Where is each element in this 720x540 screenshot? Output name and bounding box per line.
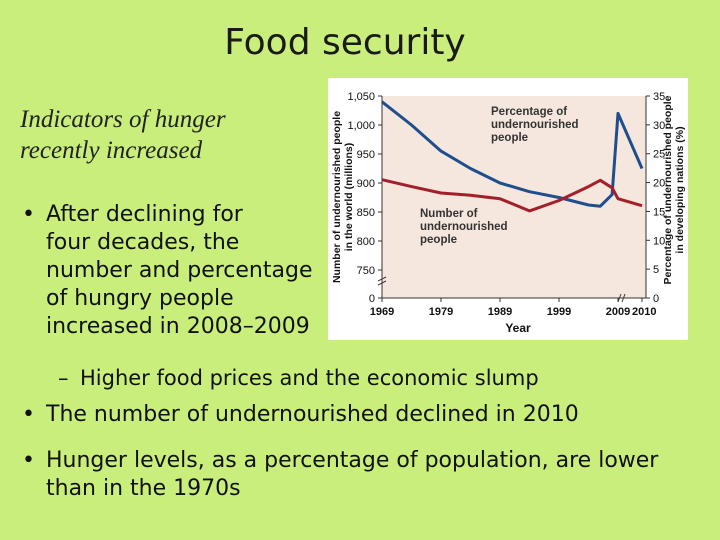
x-tick-label: 2010 — [632, 306, 656, 318]
bullet-line: four decades, the — [46, 230, 240, 255]
y-right-tick-label: 30 — [653, 120, 665, 132]
subtitle-line-2: recently increased — [20, 137, 203, 164]
bullet-marker: • — [22, 448, 35, 473]
y-left-tick-label: 750 — [357, 265, 375, 277]
y-right-tick-label: 20 — [653, 178, 665, 190]
bullet-line: After declining for — [46, 202, 243, 227]
bullet-line: Hunger levels, as a percentage of popula… — [46, 448, 659, 473]
bullet-marker: • — [22, 402, 35, 427]
y-right-tick-label: 0 — [653, 293, 659, 305]
y-right-tick-label: 25 — [653, 149, 665, 161]
number-series-line — [381, 100, 644, 208]
sub-bullet-marker: – — [58, 366, 69, 390]
bullet-line: The number of undernourished declined in… — [46, 402, 579, 427]
x-tick-label: 1979 — [429, 306, 453, 318]
x-tick-label: 1989 — [488, 306, 512, 318]
slide-subtitle: Indicators of hunger recently increased — [20, 104, 226, 166]
bullet-line: increased in 2008–2009 — [46, 314, 310, 339]
left-axis-break-mark — [377, 276, 387, 282]
number-series-label: people — [420, 234, 457, 246]
y-right-tick-label: 5 — [653, 264, 659, 276]
slide-title: Food security — [224, 22, 466, 63]
left-axis-break-mark — [377, 280, 387, 286]
y-left-tick-label: 1,000 — [347, 120, 375, 132]
bullet-line: of hungry people — [46, 286, 234, 311]
bullet-line: than in the 1970s — [46, 476, 241, 501]
bullet-hunger-levels-lower: • Hunger levels, as a percentage of popu… — [22, 447, 682, 503]
number-series-label: undernourished — [420, 221, 508, 233]
bullet-marker: • — [22, 202, 35, 227]
number-series-label: Number of — [420, 208, 478, 220]
bullet-declining-then-increased: • After declining for four decades, the … — [22, 201, 322, 341]
y-left-tick-label: 0 — [369, 293, 375, 305]
y-left-axis-title: Number of undernourished peoplein the wo… — [331, 111, 355, 283]
x-tick-label: 2009 — [606, 306, 630, 318]
y-right-tick-label: 10 — [653, 235, 665, 247]
percentage-series-line — [381, 178, 643, 213]
percentage-series-label: undernourished — [491, 119, 579, 131]
y-right-tick-label: 15 — [653, 206, 665, 218]
y-right-tick-label: 35 — [653, 91, 665, 103]
y-left-tick-label: 850 — [357, 207, 375, 219]
y-left-tick-label: 950 — [357, 149, 375, 161]
y-right-axis-title: Percentage of undernourished peoplein de… — [662, 95, 686, 284]
x-tick-label: 1999 — [547, 306, 571, 318]
hunger-chart: 0 750 800 850 900 950 1,000 1,050 0 5 10 15 20 25 30 35… — [328, 78, 688, 340]
percentage-series-label: Percentage of — [491, 106, 567, 118]
sub-bullet-food-prices: – Higher food prices and the economic sl… — [58, 364, 658, 392]
y-left-tick-label: 900 — [357, 178, 375, 190]
y-left-tick-label: 1,050 — [347, 91, 375, 103]
percentage-series-label: people — [491, 132, 528, 144]
bullet-declined-2010: • The number of undernourished declined … — [22, 401, 682, 429]
plot-area — [382, 96, 646, 298]
y-left-tick-label: 800 — [357, 236, 375, 248]
hunger-chart-svg: 0 750 800 850 900 950 1,000 1,050 0 5 10 15 20 25 30 35… — [331, 91, 686, 335]
sub-bullet-text: Higher food prices and the economic slum… — [80, 366, 539, 390]
subtitle-line-1: Indicators of hunger — [20, 106, 226, 133]
x-axis-break-mark — [621, 293, 626, 303]
x-axis-title: Year — [505, 321, 531, 335]
bullet-line: number and percentage — [46, 258, 313, 283]
x-tick-label: 1969 — [370, 306, 394, 318]
